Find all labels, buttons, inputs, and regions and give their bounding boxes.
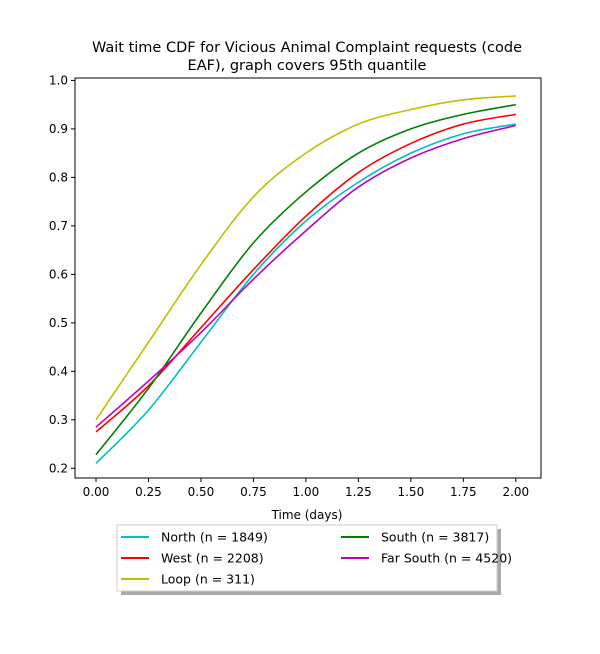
x-tick-label: 1.25: [345, 485, 372, 499]
x-tick-label: 1.50: [397, 485, 424, 499]
series-line-north: [95, 123, 516, 465]
legend-label-far-south: Far South (n = 4520): [381, 551, 512, 566]
x-tick-label: 1.75: [450, 485, 477, 499]
x-axis-label: Time (days): [271, 508, 343, 522]
plot-frame: [74, 77, 542, 479]
series-line-far-south: [95, 124, 517, 428]
series-line-loop: [95, 95, 516, 421]
y-tick-label: 0.4: [49, 364, 68, 378]
y-tick-label: 0.8: [49, 170, 68, 184]
y-tick-label: 0.2: [49, 461, 68, 475]
x-tick-label: 0.75: [240, 485, 267, 499]
y-tick-label: 0.9: [49, 122, 68, 136]
chart-title-line-1: Wait time CDF for Vicious Animal Complai…: [92, 40, 522, 56]
x-tick-label: 0.25: [135, 485, 162, 499]
legend-label-loop: Loop (n = 311): [161, 572, 255, 587]
x-tick-label: 0.50: [188, 485, 215, 499]
series-line-west: [95, 113, 516, 433]
y-tick-label: 1.0: [49, 73, 68, 87]
legend-label-south: South (n = 3817): [381, 530, 489, 545]
legend-box: [116, 524, 498, 592]
legend-label-north: North (n = 1849): [161, 530, 268, 545]
axis-ticks: 0.00 0.25 0.50 0.75 1.00 1.25 1.50 1.75 2.00 0.2 0…: [49, 73, 529, 499]
y-tick-label: 0.3: [49, 413, 68, 427]
series-line-south: [95, 103, 516, 456]
x-tick-label: 2.00: [502, 485, 529, 499]
series-layer: [95, 95, 517, 465]
legend: North (n = 1849) West (n = 2208) Loop (n =…: [116, 524, 512, 595]
y-tick-label: 0.6: [49, 267, 68, 281]
y-tick-label: 0.5: [49, 316, 68, 330]
legend-label-west: West (n = 2208): [161, 551, 264, 566]
x-tick-label: 0.00: [83, 485, 110, 499]
x-tick-label: 1.00: [293, 485, 320, 499]
chart-title-line-2: EAF), graph covers 95th quantile: [188, 58, 427, 74]
y-tick-label: 0.7: [49, 219, 68, 233]
